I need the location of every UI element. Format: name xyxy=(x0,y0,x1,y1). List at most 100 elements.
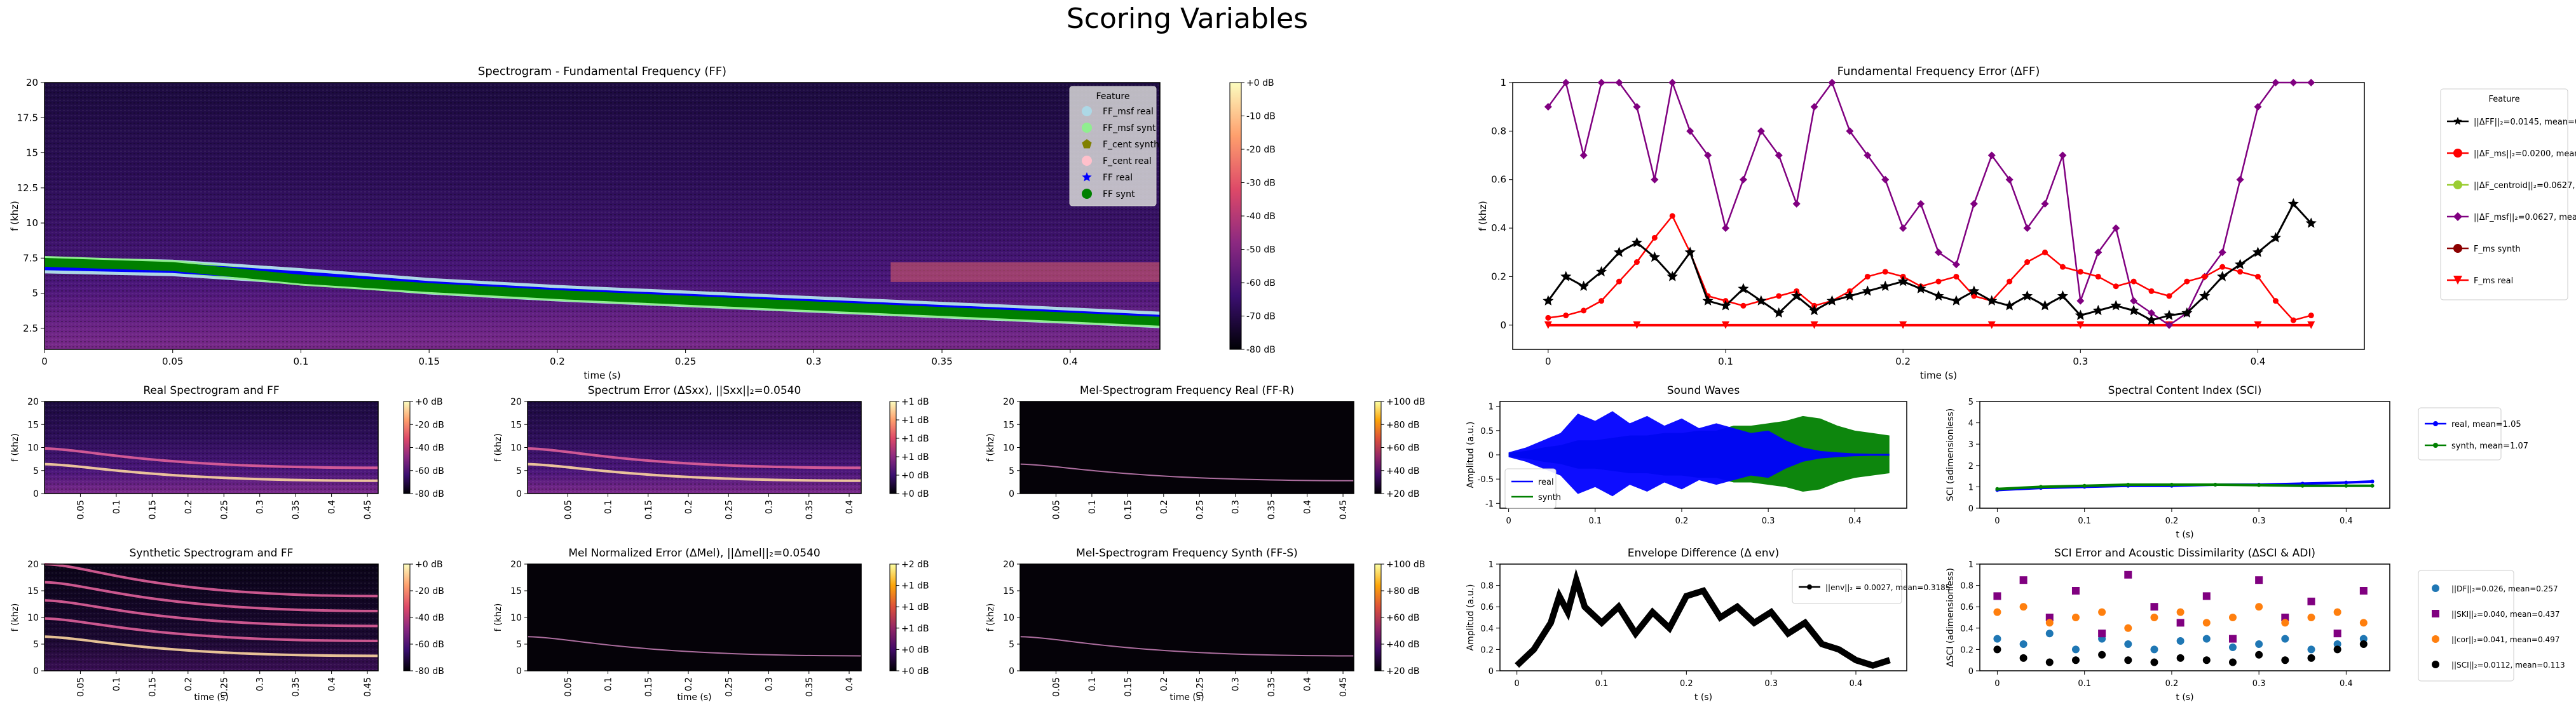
ff_error-point xyxy=(1581,307,1587,314)
envelope-xlabel: t (s) xyxy=(1694,692,1712,703)
ff_error-point xyxy=(1846,127,1854,135)
ff_error-point xyxy=(1828,79,1836,86)
mel_error-ytick-label: 15 xyxy=(510,586,522,596)
ff_error-point xyxy=(1951,295,1962,306)
ff_error-ytick-label: 0.6 xyxy=(1491,174,1506,185)
envelope-frame xyxy=(1499,563,1907,671)
real_spec-ytick-label: 20 xyxy=(27,397,39,407)
sound_waves-ylabel: Amplitud (a.u.) xyxy=(1466,422,1476,488)
synth_spec-colorbar-label: -60 dB xyxy=(415,640,444,650)
ff_error-point xyxy=(2305,217,2317,228)
sci-error-point-DF xyxy=(2333,640,2341,648)
sci-error-point-cor xyxy=(2307,614,2315,621)
sci-error-point-DF xyxy=(2071,645,2080,654)
real_spec-harmonic xyxy=(44,462,379,482)
synth_spec-ytick-label: 10 xyxy=(27,613,39,623)
real_spec-ytick-label: 0 xyxy=(33,489,39,499)
mel_error-ytick-label: 10 xyxy=(510,613,522,623)
spec_error-colorbar-label: +0 dB xyxy=(901,471,929,481)
spec_ff-ytick-label: 7.5 xyxy=(23,252,38,264)
mel_synth-harmonic xyxy=(1019,636,1354,657)
ff_error-point xyxy=(1897,276,1909,286)
mel_error-ylabel: f (khz) xyxy=(493,603,503,632)
ff_error-point xyxy=(2042,249,2048,255)
spec_error-harmonic xyxy=(527,462,862,482)
spec_ff-xtick-label: 0.4 xyxy=(1063,356,1078,367)
synth_spec-harmonic xyxy=(44,617,379,642)
sci-point xyxy=(2257,483,2261,487)
ff_error-legend-marker xyxy=(2453,276,2462,285)
ff_error-point xyxy=(1986,295,1998,306)
sci-error-point-cor xyxy=(2098,608,2106,616)
envelope-ylabel: Amplitud (a.u.) xyxy=(1466,584,1476,651)
real_spec-colorbar xyxy=(403,401,411,494)
sci-error-point-cor xyxy=(2071,614,2080,621)
mel_synth-xtick-label: 0.15 xyxy=(1123,677,1133,697)
ff_error-legend-label: ||ΔFF||₂=0.0145, mean=0.1468 xyxy=(2474,118,2576,127)
sci-xtick-label: 0.3 xyxy=(2252,516,2266,526)
ff_error-point xyxy=(1544,103,1552,111)
ff_error-point xyxy=(1757,127,1765,135)
spec_error-xtick-label: 0.4 xyxy=(845,500,855,514)
sci-error-point-DF xyxy=(2255,640,2263,648)
spec_ff-legend-marker xyxy=(1082,123,1092,133)
spec_ff-xtick-label: 0 xyxy=(41,356,48,367)
sound_waves-ytick-label: 0 xyxy=(1489,451,1494,461)
ff_error-point xyxy=(2218,248,2226,257)
ff_error-point xyxy=(2039,300,2051,311)
real_spec-xtick-label: 0.15 xyxy=(147,500,158,520)
mel_real-xtick-label: 0.35 xyxy=(1267,500,1277,520)
ff_error-point xyxy=(1543,295,1554,306)
sci-error-point-SKI xyxy=(1993,592,2001,600)
ff_error-point xyxy=(2059,264,2066,270)
spec_ff-xtick-label: 0.1 xyxy=(294,356,309,367)
sci-error-point-SKI xyxy=(2098,630,2106,638)
sci-xtick-label: 0 xyxy=(1994,516,2000,526)
ff_error-point xyxy=(2199,290,2211,301)
figure-suptitle: Scoring Variables xyxy=(1067,3,1308,35)
sci-legend-label: synth, mean=1.07 xyxy=(2451,441,2528,451)
sci-error-point-SCI xyxy=(2359,640,2368,648)
sci-error-point-SCI xyxy=(2202,656,2211,664)
spec_error-xtick-label: 0.2 xyxy=(684,500,694,514)
ff_error-point xyxy=(1613,246,1625,257)
spec_error-ylabel: f (khz) xyxy=(493,433,503,462)
ff_error-point xyxy=(1616,278,1622,285)
mel_synth-xtick-label: 0.05 xyxy=(1051,677,1061,697)
sound_waves-legend-label: synth xyxy=(1538,493,1561,502)
sound_waves-xtick-label: 0.1 xyxy=(1588,516,1602,526)
mel_error-xtick-label: 0.05 xyxy=(563,677,573,697)
sci_error-ytick-label: 0.2 xyxy=(1960,645,1973,655)
ff_error-legend-marker xyxy=(2453,180,2462,189)
sound_waves-ytick-label: 1 xyxy=(1489,403,1494,412)
mel_real-xtick-label: 0.15 xyxy=(1123,500,1133,520)
ff_error-point xyxy=(1740,302,1747,309)
ff_error-point xyxy=(2146,314,2157,325)
envelope-xtick-label: 0.3 xyxy=(1764,679,1778,689)
ff_error-point xyxy=(2128,304,2139,316)
mel_real-xtick-label: 0.3 xyxy=(1231,500,1241,514)
mel_real-title: Mel-Spectrogram Frequency Real (FF-R) xyxy=(1080,384,1294,397)
ff_error-point xyxy=(2059,151,2067,159)
sci-legend-marker xyxy=(2433,443,2438,448)
sci-legend xyxy=(2418,407,2502,461)
ff_error-point xyxy=(1826,295,1838,306)
sci-error-point-DF xyxy=(2150,645,2158,654)
sci_error-legend-marker xyxy=(2432,661,2439,668)
sci-point xyxy=(2370,483,2375,488)
mel_real-colorbar-label: +20 dB xyxy=(1386,489,1420,499)
synth_spec-colorbar xyxy=(403,563,411,671)
sci-error-point-cor xyxy=(2202,619,2211,627)
sci-frame xyxy=(1979,401,2390,509)
ff_error-point xyxy=(1791,290,1803,301)
sci-error-point-DF xyxy=(2124,640,2132,648)
ff_error-point xyxy=(1598,298,1605,304)
sci-error-point-cor xyxy=(2019,603,2027,611)
ff_error-point xyxy=(2255,273,2261,280)
sci-error-point-SKI xyxy=(2150,603,2158,611)
sci-xtick-label: 0.1 xyxy=(2078,516,2091,526)
spec_ff-ytick-label: 10 xyxy=(26,217,38,229)
spec_ff-xlabel: time (s) xyxy=(583,370,620,381)
sci_error-xlabel: t (s) xyxy=(2176,692,2193,703)
spec_error-ytick-label: 10 xyxy=(510,443,522,454)
